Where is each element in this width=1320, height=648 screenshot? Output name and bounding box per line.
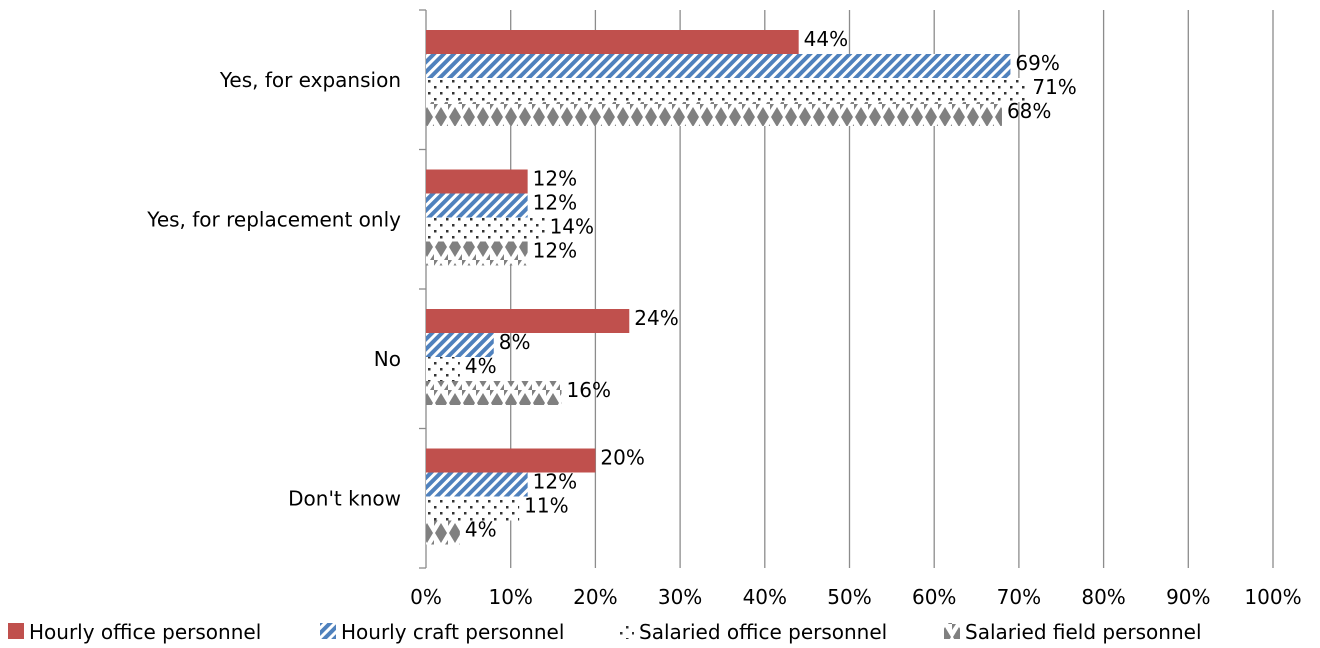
x-tick-label: 90% bbox=[1166, 585, 1210, 609]
x-tick-label: 20% bbox=[573, 585, 617, 609]
bar bbox=[426, 472, 528, 497]
data-label: 71% bbox=[1032, 75, 1076, 99]
legend-swatch bbox=[944, 623, 960, 639]
x-tick-label: 50% bbox=[827, 585, 871, 609]
data-label: 16% bbox=[567, 378, 611, 402]
bar bbox=[426, 309, 630, 333]
x-tick-label: 70% bbox=[997, 585, 1041, 609]
category-label: Yes, for replacement only bbox=[146, 207, 401, 231]
bar bbox=[426, 102, 1002, 126]
data-label: 69% bbox=[1015, 51, 1059, 75]
category-label: Don't know bbox=[288, 486, 401, 510]
legend-swatch bbox=[618, 623, 634, 639]
data-label: 14% bbox=[550, 215, 594, 239]
data-label: 44% bbox=[804, 27, 848, 51]
data-label: 68% bbox=[1007, 99, 1051, 123]
bar bbox=[426, 496, 520, 521]
data-label: 4% bbox=[465, 354, 497, 378]
bar bbox=[426, 54, 1011, 78]
bar bbox=[426, 193, 528, 218]
legend-swatch bbox=[320, 623, 336, 639]
bars bbox=[426, 30, 1028, 545]
data-label: 24% bbox=[634, 306, 678, 330]
data-labels: 44% 12% 24% 20% 69% 12% 8% 12% 71% 14% 4% 11% 68% 12%… bbox=[465, 27, 1077, 542]
x-tick-label: 0% bbox=[410, 585, 442, 609]
legend-label: Salaried office personnel bbox=[639, 620, 887, 644]
bar bbox=[426, 241, 528, 266]
data-label: 12% bbox=[533, 239, 577, 263]
x-tick-label: 100% bbox=[1244, 585, 1301, 609]
legend-label: Hourly craft personnel bbox=[341, 620, 564, 644]
data-label: 12% bbox=[533, 167, 577, 191]
x-tick-label: 60% bbox=[912, 585, 956, 609]
bar bbox=[426, 217, 545, 242]
bar bbox=[426, 381, 562, 405]
legend-label: Salaried field personnel bbox=[965, 620, 1202, 644]
data-label: 4% bbox=[465, 518, 497, 542]
data-label: 12% bbox=[533, 470, 577, 494]
x-tick-label: 40% bbox=[743, 585, 787, 609]
x-tick-label: 80% bbox=[1081, 585, 1125, 609]
legend-label: Hourly office personnel bbox=[29, 620, 261, 644]
bar bbox=[426, 169, 528, 194]
bar bbox=[426, 78, 1028, 102]
x-tick-label: 30% bbox=[658, 585, 702, 609]
category-label: Yes, for expansion bbox=[219, 68, 401, 92]
category-label: No bbox=[374, 347, 401, 371]
legend-swatch bbox=[8, 623, 24, 639]
x-tick-label: 10% bbox=[488, 585, 532, 609]
bar bbox=[426, 448, 596, 473]
bar bbox=[426, 333, 494, 357]
legend: Hourly office personnel Hourly craft pers… bbox=[8, 620, 1202, 644]
data-label: 12% bbox=[533, 191, 577, 215]
axes: 0% 10% 20% 30% 40% 50% 60% 70% 80% 90% 100% Yes, fo… bbox=[146, 9, 1302, 609]
data-label: 11% bbox=[524, 494, 568, 518]
data-label: 20% bbox=[600, 446, 644, 470]
bar bbox=[426, 357, 460, 381]
bar bbox=[426, 30, 799, 54]
data-label: 8% bbox=[499, 330, 531, 354]
bar bbox=[426, 520, 460, 545]
